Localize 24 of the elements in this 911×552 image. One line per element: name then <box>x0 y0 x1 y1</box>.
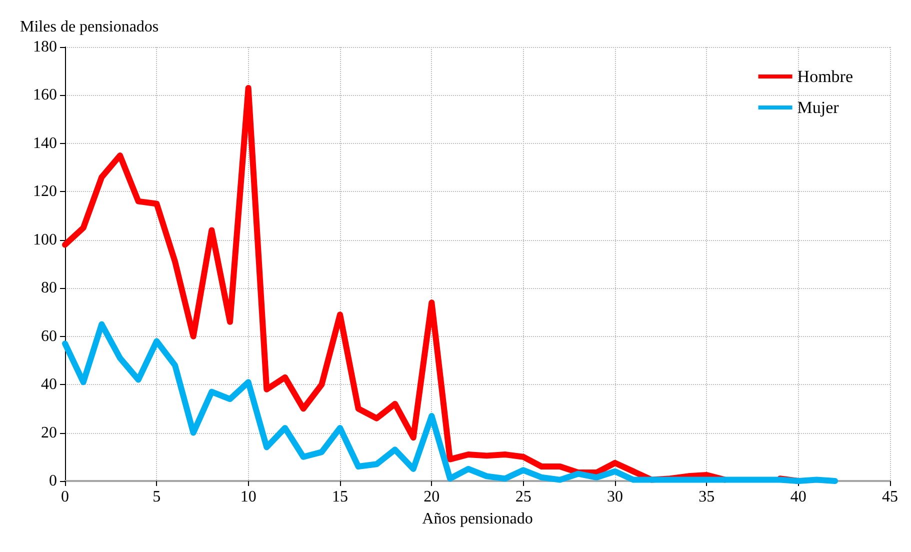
x-tick-label: 10 <box>240 488 256 506</box>
y-axis-title: Miles de pensionados <box>20 18 159 36</box>
y-tick-label: 180 <box>33 38 57 56</box>
x-tick-label: 5 <box>152 488 161 506</box>
y-tick-label: 140 <box>33 134 57 152</box>
y-tick-label: 40 <box>41 376 57 394</box>
y-tick-label: 20 <box>41 424 57 442</box>
x-tick-label: 15 <box>332 488 348 506</box>
y-tick-label: 120 <box>33 183 57 200</box>
y-tick-label: 60 <box>41 328 57 345</box>
y-tick-label: 0 <box>49 472 57 490</box>
legend-label: Mujer <box>797 98 840 117</box>
x-tick-label: 35 <box>698 488 715 506</box>
x-tick-label: 25 <box>515 488 532 506</box>
legend-label: Hombre <box>797 67 854 86</box>
y-tick-label: 100 <box>33 231 57 248</box>
x-tick-label: 20 <box>424 488 440 506</box>
x-tick-label: 45 <box>882 488 898 506</box>
x-axis-title: Años pensionado <box>422 510 533 528</box>
x-tick-label: 0 <box>61 488 69 506</box>
x-tick-label: 40 <box>790 488 806 506</box>
y-tick-label: 160 <box>33 86 57 104</box>
y-tick-label: 80 <box>41 280 57 297</box>
x-tick-label: 30 <box>607 488 623 506</box>
